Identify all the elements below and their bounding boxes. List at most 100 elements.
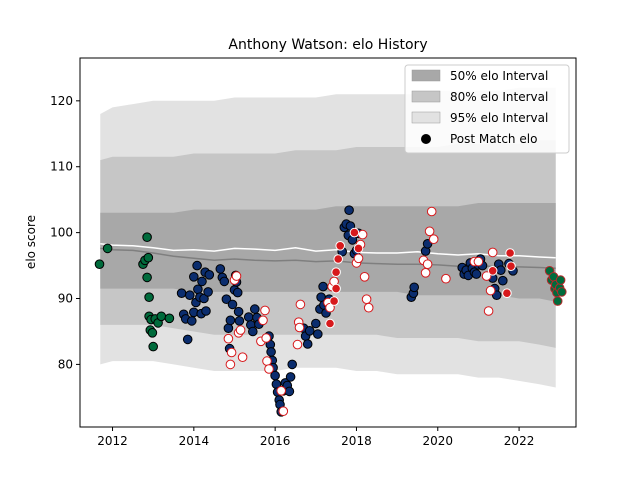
data-point [344, 205, 354, 215]
data-point [473, 256, 484, 267]
y-tick-label: 120 [50, 94, 73, 108]
data-point [148, 341, 158, 352]
y-tick-label: 90 [58, 292, 73, 306]
data-point [409, 282, 420, 293]
data-point [506, 261, 516, 272]
data-point [215, 264, 226, 274]
data-point [295, 299, 306, 310]
data-point [142, 232, 152, 242]
data-point [420, 268, 431, 278]
data-point [276, 386, 287, 396]
data-point [231, 271, 242, 281]
data-point [219, 276, 230, 287]
data-point [185, 290, 195, 301]
y-axis-ticks: 80 90 100 110 120 [50, 94, 80, 371]
data-point [333, 254, 344, 264]
data-point [353, 243, 364, 254]
data-point [182, 334, 193, 345]
data-point [502, 288, 512, 299]
data-point [422, 259, 433, 270]
x-tick-label: 2014 [179, 434, 210, 448]
data-point [331, 267, 341, 278]
data-point [201, 306, 211, 316]
data-point [311, 318, 321, 329]
data-point [258, 315, 268, 326]
data-point [197, 276, 207, 287]
data-point [192, 260, 202, 271]
data-point [357, 229, 368, 240]
data-point [189, 272, 199, 282]
data-point [483, 306, 494, 316]
data-point [223, 323, 234, 334]
data-point [359, 272, 370, 282]
data-point [278, 406, 289, 417]
data-point [555, 275, 566, 285]
data-point [102, 243, 113, 254]
legend-label: 80% elo Interval [450, 90, 548, 104]
data-point [552, 296, 563, 306]
data-point [363, 302, 374, 313]
chart-title: Anthony Watson: elo History [228, 37, 427, 53]
data-point [203, 287, 213, 297]
data-point [144, 292, 154, 303]
data-point [187, 316, 197, 326]
data-point [498, 275, 508, 286]
data-point [264, 364, 274, 374]
x-tick-label: 2018 [341, 434, 372, 448]
data-point [292, 339, 303, 350]
data-point [487, 247, 498, 258]
data-point [204, 270, 215, 280]
data-point [329, 296, 339, 306]
data-point [221, 294, 232, 305]
data-point [285, 372, 296, 382]
data-point [284, 386, 295, 397]
data-point [287, 359, 298, 370]
data-point [313, 329, 323, 339]
data-point [294, 322, 305, 333]
data-point [164, 313, 175, 324]
x-tick-label: 2012 [97, 434, 128, 448]
data-point [193, 284, 203, 295]
data-point [266, 347, 276, 357]
data-point [225, 315, 236, 326]
data-point [505, 248, 515, 258]
y-tick-label: 100 [50, 226, 73, 240]
data-point [142, 272, 152, 283]
legend-swatch [411, 90, 441, 103]
data-point [262, 356, 272, 366]
x-axis-ticks: 2012 2014 2016 2018 2020 2022 [97, 427, 534, 448]
data-point [225, 359, 236, 370]
x-tick-label: 2022 [504, 434, 535, 448]
data-point [325, 318, 335, 329]
post-match-points [94, 205, 567, 417]
data-point [248, 326, 258, 337]
data-point [487, 266, 498, 276]
legend-label: 50% elo Interval [450, 69, 548, 83]
data-point [156, 311, 167, 322]
data-point [361, 294, 372, 305]
axes-frame [79, 57, 577, 428]
plot-area [94, 87, 567, 417]
data-point [302, 339, 313, 349]
data-point [471, 269, 482, 279]
data-point [481, 271, 492, 281]
legend-label: Post Match elo [450, 132, 537, 146]
data-point [496, 265, 506, 276]
data-point [353, 253, 364, 264]
data-point [234, 316, 245, 326]
data-point [304, 326, 315, 336]
legend-marker [421, 134, 431, 144]
x-tick-label: 2016 [260, 434, 291, 448]
data-point [237, 352, 248, 363]
legend-swatch [411, 111, 441, 124]
legend: 50% elo Interval 80% elo Interval 95% elo … [404, 64, 570, 154]
data-point [176, 288, 187, 299]
interval-bands [100, 87, 556, 388]
data-point [260, 305, 270, 316]
data-point [235, 325, 246, 335]
legend-swatch [411, 69, 441, 82]
data-point [426, 206, 437, 217]
data-point [143, 252, 154, 263]
data-point [441, 273, 451, 284]
legend-frame [404, 64, 570, 154]
